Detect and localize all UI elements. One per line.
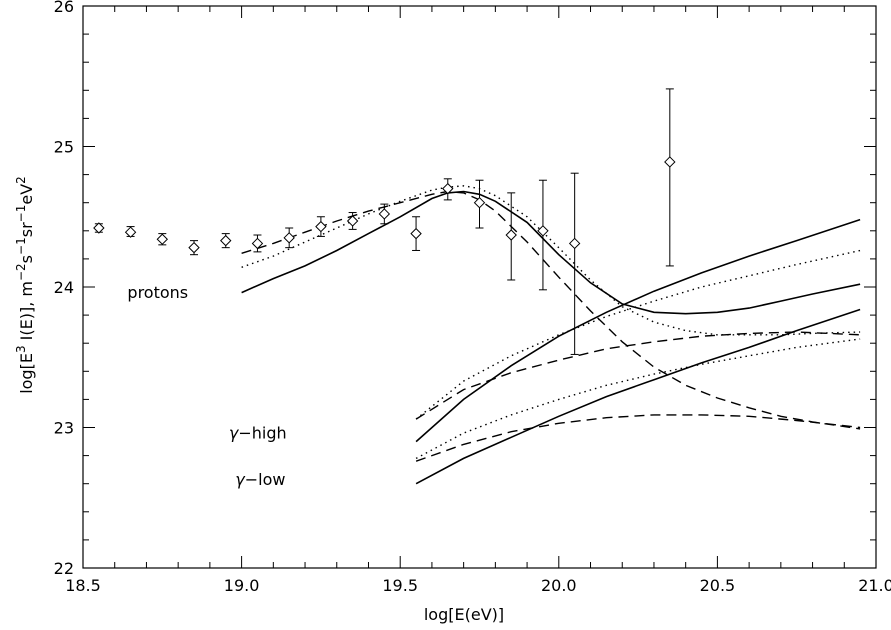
x-tick-label: 19.0	[224, 576, 260, 595]
x-tick-label: 18.5	[65, 576, 101, 595]
plot-border	[82, 5, 877, 569]
data-point	[93, 222, 105, 234]
model-curves	[241, 185, 861, 485]
curve-dotted-2	[241, 185, 861, 336]
data-point	[283, 232, 295, 244]
curve-dashed-3	[241, 190, 861, 430]
data-point	[442, 182, 454, 195]
y-tick-label: 26	[54, 0, 74, 16]
y-tick-label: 25	[54, 138, 74, 157]
data-point	[505, 229, 517, 241]
y-tick-label: 22	[54, 559, 74, 578]
data-point	[473, 196, 486, 209]
plot-frame	[82, 5, 877, 569]
annotation-protons: protons	[127, 283, 188, 302]
data-points	[93, 88, 676, 355]
curve-dotted-5	[415, 249, 861, 420]
curve-solid-4	[415, 218, 861, 443]
data-point	[537, 225, 549, 237]
y-tick-label: 23	[54, 419, 74, 438]
annotation-gamma-low: γ−low	[235, 470, 285, 489]
y-axis: 22 23 24 25 26	[54, 0, 876, 578]
data-point	[568, 237, 581, 250]
x-axis: 18.5 19.0 19.5 20.0 20.5 21.0	[65, 6, 891, 595]
data-point	[346, 215, 359, 227]
x-tick-label: 19.5	[382, 576, 418, 595]
x-tick-label: 20.0	[541, 576, 577, 595]
curve-dashed-6	[415, 331, 861, 420]
data-point	[251, 237, 264, 250]
data-point	[315, 220, 327, 233]
x-tick-label: 21.0	[858, 576, 891, 595]
data-point	[220, 234, 232, 247]
curve-solid-7	[415, 308, 861, 485]
curve-solid-1	[241, 190, 861, 315]
curve-dashed-9	[415, 414, 861, 462]
data-point	[378, 208, 391, 220]
curve-dotted-8	[415, 338, 861, 460]
y-tick-label: 24	[54, 278, 74, 297]
x-axis-label: log[E(eV)]	[424, 605, 504, 624]
data-point	[124, 226, 137, 238]
data-point	[410, 227, 422, 240]
y-axis-label: log[E3 I(E)], m−2s−1sr−1eV2	[14, 176, 36, 394]
data-point	[156, 233, 169, 245]
data-point	[188, 241, 200, 254]
x-tick-label: 20.5	[700, 576, 736, 595]
data-point	[664, 156, 676, 168]
annotation-gamma-high: γ−high	[229, 424, 287, 443]
annotations: protons γ−high γ−low	[127, 283, 286, 489]
